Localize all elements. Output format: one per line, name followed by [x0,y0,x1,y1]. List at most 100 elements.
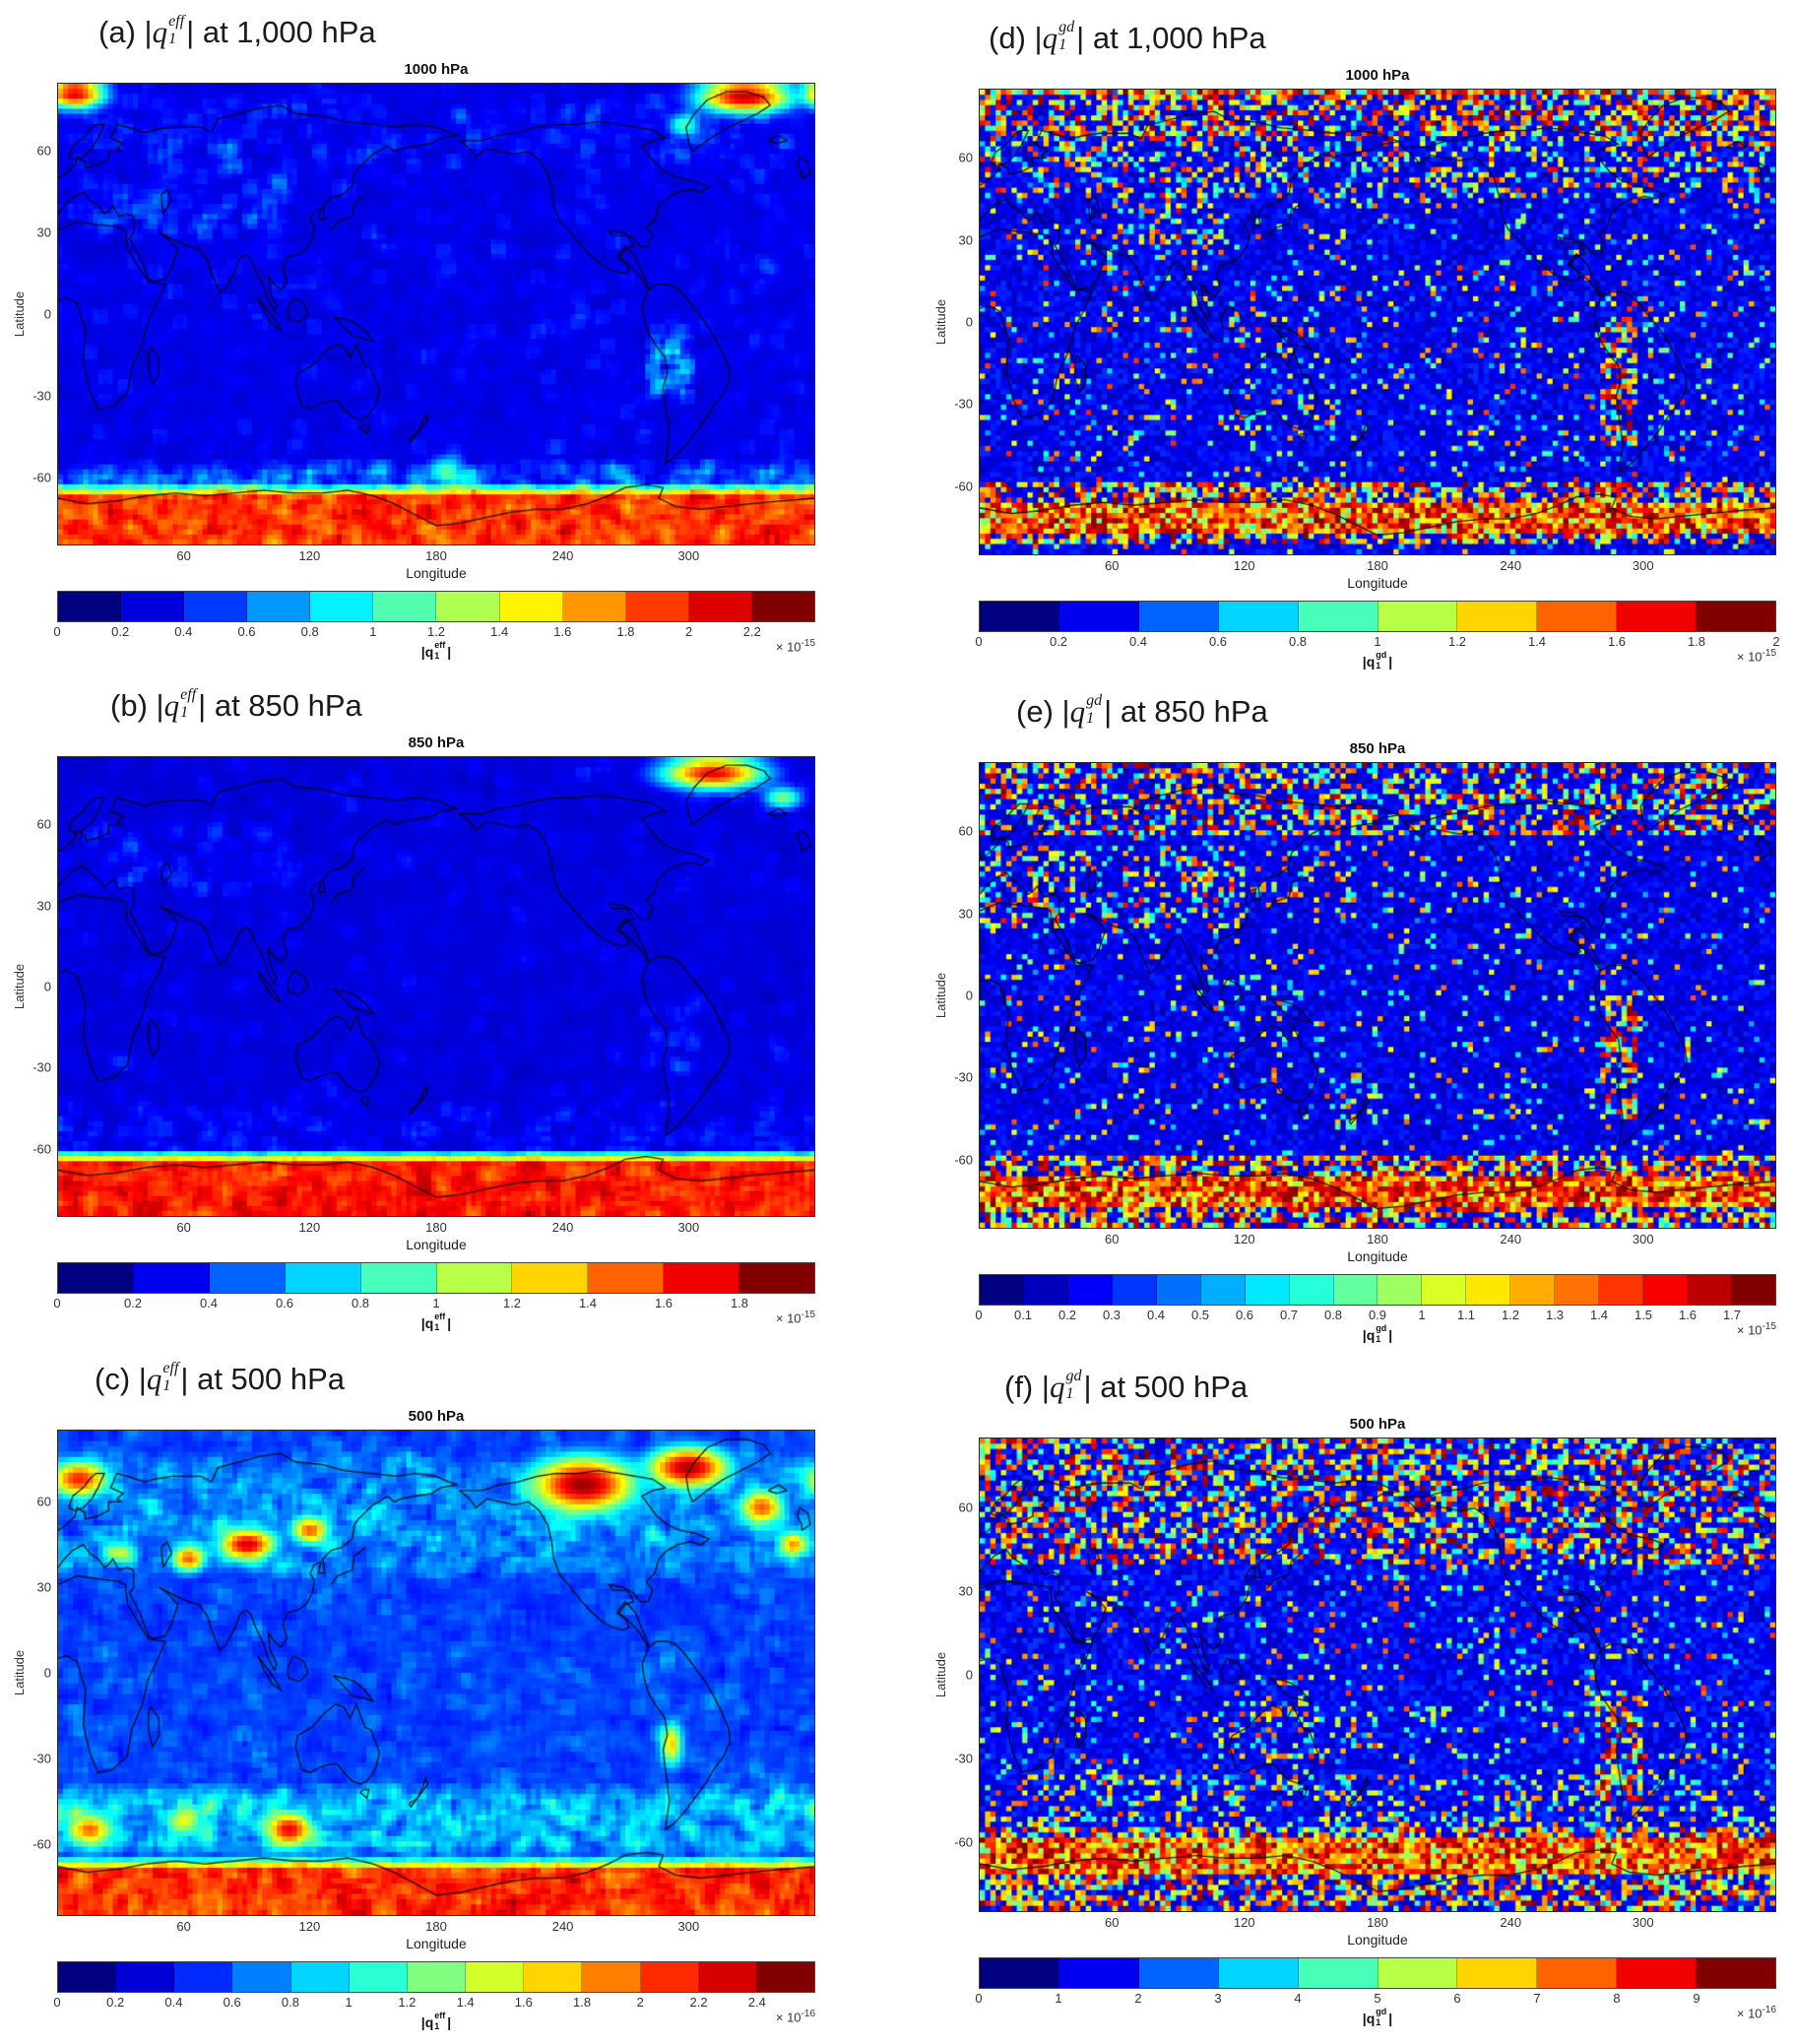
cb-label-suffix: | [447,1315,452,1331]
cb-label-sub: 1 [434,2021,440,2031]
colorbar-segment [1245,1275,1290,1305]
colorbar-segment [285,1263,361,1293]
y-tick: 0 [43,1665,51,1681]
map-plot-f [979,1437,1776,1912]
colorbar-segment [58,1263,134,1293]
panel-d: (d) | q gd 1 | at 1,000 hPa 1000 hPa Latitud… [933,10,1780,683]
colorbar-segment [232,1962,291,1992]
colorbar-segment [1200,1275,1246,1305]
caption-q-symbol: q [146,1362,162,1396]
colorbar-exponent: × 10-15 [776,1309,815,1325]
cb-label-prefix: | [1362,654,1367,670]
panel-c-caption: (c) | q eff 1 | at 500 hPa [95,1351,815,1408]
cb-label-sup: eff [434,2011,446,2020]
caption-prefix: (b) | [110,688,164,723]
colorbar-tick: 0.4 [174,624,193,639]
x-tick: 180 [425,548,447,563]
caption-sup: gd [1065,1367,1082,1384]
caption-scripts: eff 1 [180,686,196,721]
colorbar-segment [1333,1275,1378,1305]
colorbar-tick: 3 [1214,1991,1222,2006]
colorbar-tick: 0.8 [1288,634,1308,649]
y-tick: 30 [958,1583,973,1599]
colorbar-tick: 0.2 [1057,1308,1077,1322]
cb-exp-sup: -15 [1762,1321,1776,1332]
colorbar-tick: 1.6 [553,624,572,639]
colorbar-segment [499,592,563,621]
colorbar-segment [1378,1958,1458,1988]
x-tick: 240 [551,1220,574,1235]
colorbar-segment [407,1962,467,1992]
colorbar-tick: 1.4 [1589,1308,1609,1322]
heatmap-canvas-c [58,1431,814,1915]
colorbar-segment [174,1962,233,1992]
cb-label-scripts: eff 1 [434,641,445,661]
colorbar-segment [1617,602,1698,631]
panel-e: (e) | q gd 1 | at 850 hPa 850 hPa Latitude 6… [933,683,1776,1357]
colorbar-tick: 0.2 [106,1995,125,2010]
colorbar-tick: 0.1 [1013,1308,1033,1322]
cb-label-sub: 1 [434,651,440,661]
colorbar-tick: 1 [1374,634,1381,649]
cb-label-q: q [424,644,434,660]
cb-label-prefix: | [420,1315,425,1331]
colorbar-tick: 0.8 [281,1995,299,2010]
cb-label-scripts: gd 1 [1376,2008,1386,2027]
colorbar-segment [980,1275,1024,1305]
y-tick: 60 [36,143,51,159]
x-tick: 120 [298,548,321,563]
map-title-d: 1000 hPa [1345,67,1410,84]
cb-label-sup: gd [1376,650,1387,660]
y-tick: -60 [32,1141,51,1157]
colorbar-tick: 0.6 [237,624,256,639]
colorbar-segment [562,592,626,621]
x-tick: 180 [1367,558,1388,573]
colorbar-tick: 0.4 [164,1995,183,2010]
x-tick: 180 [1367,1915,1388,1930]
x-tick: 180 [1367,1232,1388,1246]
colorbar-tick: 2.2 [689,1995,708,2010]
colorbar-segment [1298,1958,1378,1988]
colorbar-segment [524,1962,583,1992]
colorbar-segment [588,1263,665,1293]
y-tick: 30 [958,232,973,248]
y-axis-label: Latitude [933,298,948,346]
map-title-e: 850 hPa [1349,740,1406,757]
x-axis-label: Longitude [406,565,467,581]
colorbar-tick: 0.4 [1128,634,1148,649]
x-axis-d: 60 120 180 240 300 [979,555,1776,575]
caption-suffix: | at 500 hPa [180,1362,346,1396]
colorbar-segment [349,1962,408,1992]
y-tick: 60 [958,150,973,165]
caption-prefix: (f) | [1004,1370,1050,1404]
caption-prefix: (d) | [989,21,1043,55]
colorbar-tick: 0 [975,1308,983,1322]
caption-sub: 1 [1065,1385,1074,1402]
colorbar-tick: 1.8 [1687,634,1706,649]
colorbar-segment [1138,602,1219,631]
colorbar-tick: 0.3 [1102,1308,1121,1322]
colorbar-ticks-b: 0 0.2 0.4 0.6 0.8 1 1.2 1.4 1.6 1.8 [53,1294,815,1311]
y-axis-label: Latitude [12,963,27,1010]
colorbar-footer-c: | q eff 1 | × 10-16 [57,2009,815,2040]
colorbar-tick: 0.8 [300,624,319,639]
cb-label-suffix: | [1388,2011,1393,2026]
cb-exp-base: × 10 [1736,2006,1762,2021]
x-tick: 300 [677,1919,700,1934]
colorbar-segment [1058,1958,1139,1988]
colorbar-tick: 1.2 [1447,634,1467,649]
colorbar-tick: 2.4 [747,1995,766,2010]
cb-label-scripts: gd 1 [1376,651,1386,671]
colorbar-label: | q eff 1 | [421,641,451,662]
cb-label-scripts: eff 1 [434,1312,445,1332]
caption-prefix: (a) | [98,15,153,49]
colorbar-footer-d: | q gd 1 | × 10-15 [979,648,1776,679]
caption-sub: 1 [1086,710,1095,727]
colorbar-segment [664,1263,740,1293]
colorbar-footer-e: | q gd 1 | × 10-15 [979,1321,1776,1353]
x-tick: 60 [1105,558,1120,573]
y-axis-d: Latitude 60 30 0 -30 -60 [933,89,979,555]
caption-prefix: (c) | [95,1362,147,1396]
cb-label-sup: eff [434,1311,446,1321]
colorbar-tick: 1.4 [456,1995,475,2010]
